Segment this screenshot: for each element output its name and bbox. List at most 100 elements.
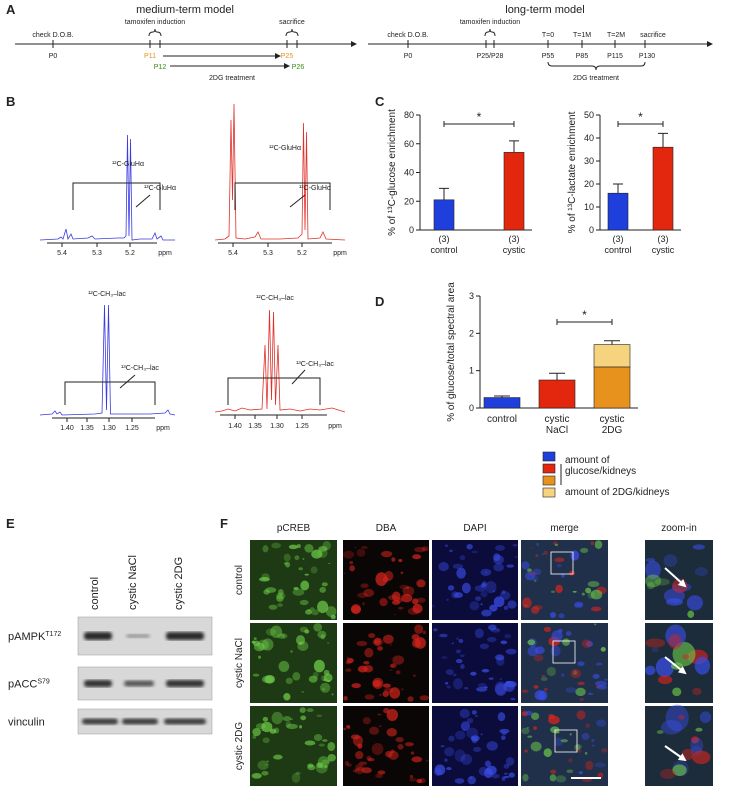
cell-signal: [455, 730, 466, 740]
cell-signal: [551, 630, 563, 643]
cell-signal: [379, 694, 382, 696]
error-bar: [613, 183, 623, 194]
protein-name: vinculin: [8, 717, 45, 729]
cell-signal: [382, 634, 394, 644]
cell-signal: [419, 695, 429, 701]
cell-signal: [460, 654, 465, 658]
timeline-ticks: [407, 40, 646, 48]
cell-signal: [594, 762, 606, 768]
cell-signal: [503, 763, 510, 769]
cell-signal: [302, 558, 305, 561]
cell-signal: [409, 778, 417, 782]
cell-signal: [501, 590, 506, 595]
cell-signal: [570, 668, 581, 679]
cell-signal: [293, 586, 299, 591]
arrow: [664, 745, 687, 762]
cell-signal: [308, 675, 318, 683]
timeline-label: P115: [607, 53, 623, 60]
timeline-label: T=1M: [573, 32, 591, 39]
cell-signal: [493, 553, 501, 562]
cell-signal: [466, 717, 474, 724]
spectrum: [214, 309, 346, 413]
cell-signal: [505, 648, 517, 655]
peak-label: ¹²C-CH₃–lac: [256, 295, 294, 302]
cell-signal: [595, 662, 603, 666]
cell-signal: [383, 707, 390, 714]
cell-signal: [422, 630, 427, 635]
cell-signal: [531, 547, 534, 549]
cell-signal: [382, 584, 385, 586]
cell-signal: [486, 765, 497, 775]
cell-signal: [261, 770, 269, 776]
y-axis-label: % of glucose/total spectral area: [446, 282, 457, 422]
spectrum: [214, 103, 346, 241]
group-size: (3): [658, 234, 669, 244]
cell-signal: [258, 655, 261, 659]
legend-swatch: [542, 463, 556, 474]
cell-signal: [526, 726, 530, 729]
cell-signal: [496, 656, 505, 666]
micrograph: [432, 540, 518, 620]
cell-signal: [382, 691, 389, 697]
cell-signal: [331, 693, 334, 696]
cell-signal: [412, 603, 423, 614]
spectrum: [39, 304, 176, 416]
cell-signal: [493, 596, 505, 608]
cell-signal: [501, 731, 507, 735]
cell-signal: [412, 554, 422, 560]
cell-signal: [367, 757, 375, 762]
cell-signal: [321, 582, 328, 587]
cell-signal: [346, 763, 352, 767]
cell-signal: [535, 554, 539, 558]
cell-signal: [530, 741, 542, 752]
cell-signal: [319, 586, 326, 593]
ppm-tick-label: ppm: [333, 250, 347, 257]
cell-signal: [451, 642, 454, 645]
protein-site: T172: [45, 631, 61, 638]
cell-signal: [481, 668, 490, 673]
cell-signal: [659, 768, 676, 780]
blot-row-label: vinculin: [8, 717, 45, 729]
cell-signal: [574, 601, 584, 608]
cell-signal: [532, 568, 542, 576]
brace: [547, 61, 646, 71]
blot-band: [164, 718, 206, 725]
peak-label: ¹³C-CH₃–lac: [121, 365, 159, 372]
cell-signal: [459, 555, 466, 561]
cell-signal: [273, 754, 283, 760]
cell-signal: [252, 734, 257, 739]
cell-signal: [656, 730, 664, 734]
bar: [607, 192, 629, 231]
cell-signal: [299, 626, 308, 633]
cell-signal: [343, 550, 355, 559]
cell-signal: [476, 686, 488, 692]
cell-signal: [512, 544, 518, 547]
cell-signal: [265, 628, 277, 636]
cell-signal: [358, 766, 363, 771]
cell-signal: [304, 629, 310, 634]
cell-signal: [484, 760, 492, 767]
cell-signal: [645, 665, 656, 676]
cell-signal: [280, 633, 286, 638]
timeline-ticks: [52, 40, 298, 48]
cell-signal: [503, 775, 510, 779]
cell-signal: [307, 763, 314, 768]
cell-signal: [285, 561, 291, 568]
cell-signal: [471, 710, 477, 715]
cell-signal: [453, 678, 463, 690]
cell-signal: [533, 685, 539, 689]
cell-signal: [471, 550, 478, 554]
cell-signal: [270, 625, 283, 639]
blot-band: [122, 718, 158, 725]
cell-signal: [311, 609, 319, 616]
ppm-tick-label: 5.4: [228, 250, 238, 257]
cell-signal: [474, 585, 486, 592]
cell-signal: [604, 678, 608, 681]
cell-signal: [384, 570, 394, 581]
panel-label: B: [6, 94, 15, 109]
cell-signal: [291, 772, 301, 783]
cell-signal: [510, 697, 516, 701]
cell-signal: [446, 685, 451, 689]
cell-signal: [550, 590, 556, 593]
